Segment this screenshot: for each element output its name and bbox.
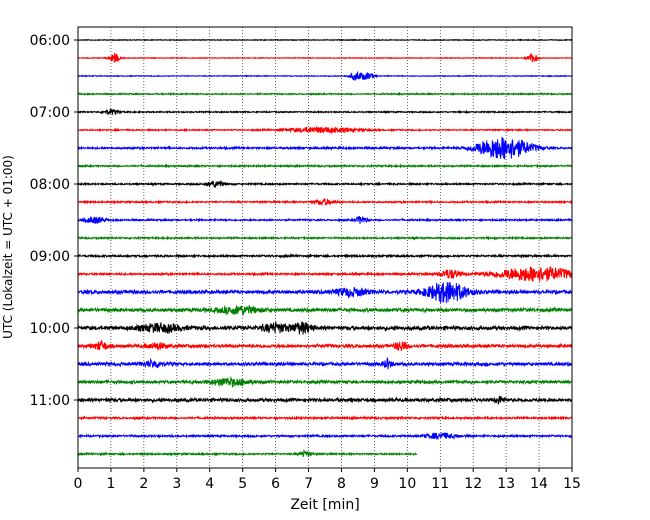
- x-tick-label: 1: [106, 476, 115, 492]
- x-tick-label: 10: [398, 476, 416, 492]
- y-tick-label: 06:00: [30, 33, 70, 49]
- y-tick-label: 11:00: [30, 393, 70, 409]
- seismogram-trace: [77, 253, 573, 259]
- x-tick-label: 13: [497, 476, 515, 492]
- x-tick-label: 0: [74, 476, 83, 492]
- seismogram-trace: [77, 107, 573, 115]
- y-axis-label: UTC (Lokalzeit = UTC + 01:00): [1, 155, 15, 339]
- x-axis-label: Zeit [min]: [290, 497, 359, 513]
- seismogram-trace: [77, 395, 573, 406]
- seismogram-trace: [77, 415, 573, 421]
- x-tick-label: 6: [271, 476, 280, 492]
- x-tick-label: 3: [172, 476, 181, 492]
- seismogram-trace: [77, 163, 573, 169]
- seismogram-trace: [77, 125, 573, 135]
- x-tick-label: 5: [238, 476, 247, 492]
- x-tick-label: 7: [304, 476, 313, 492]
- seismogram-trace: [77, 266, 573, 282]
- seismogram-trace: [77, 70, 573, 81]
- seismogram-traces: [77, 38, 573, 457]
- y-tick-label: 08:00: [30, 177, 70, 193]
- y-tick-label: 09:00: [30, 249, 70, 265]
- seismogram-trace: [77, 38, 573, 42]
- plot-background: [78, 27, 572, 468]
- x-axis-ticks: 0 1 2 3 4 5 6 7 8 9 10 11 12 13 14 15: [74, 468, 581, 492]
- x-tick-label: 9: [370, 476, 379, 492]
- y-tick-label: 07:00: [30, 105, 70, 121]
- x-tick-label: 4: [205, 476, 214, 492]
- seismogram-trace: [77, 431, 573, 440]
- seismogram-trace: [77, 449, 418, 457]
- x-tick-label: 8: [337, 476, 346, 492]
- seismogram-trace: [77, 321, 573, 335]
- seismogram-trace: [77, 198, 573, 207]
- y-tick-label: 10:00: [30, 321, 70, 337]
- seismogram-trace: [77, 136, 573, 160]
- x-tick-label: 2: [139, 476, 148, 492]
- seismogram-trace: [77, 375, 573, 388]
- plot-frame: [77, 26, 573, 469]
- x-tick-label: 14: [530, 476, 548, 492]
- seismogram-trace: [77, 52, 573, 63]
- y-axis-ticks: 06:00 07:00 08:00 09:00 10:00 11:00: [30, 33, 78, 409]
- seismogram-trace: [77, 339, 573, 352]
- seismogram-trace: [77, 235, 573, 241]
- seismogram-trace: [77, 215, 573, 225]
- seismogram-trace: [77, 304, 573, 316]
- x-tick-label: 15: [563, 476, 581, 492]
- x-tick-label: 11: [431, 476, 449, 492]
- x-tick-label: 12: [464, 476, 482, 492]
- seismogram-trace: [77, 180, 573, 188]
- seismogram-trace: [77, 91, 573, 97]
- seismogram-trace: [77, 357, 573, 370]
- seismogram-trace: [77, 282, 573, 304]
